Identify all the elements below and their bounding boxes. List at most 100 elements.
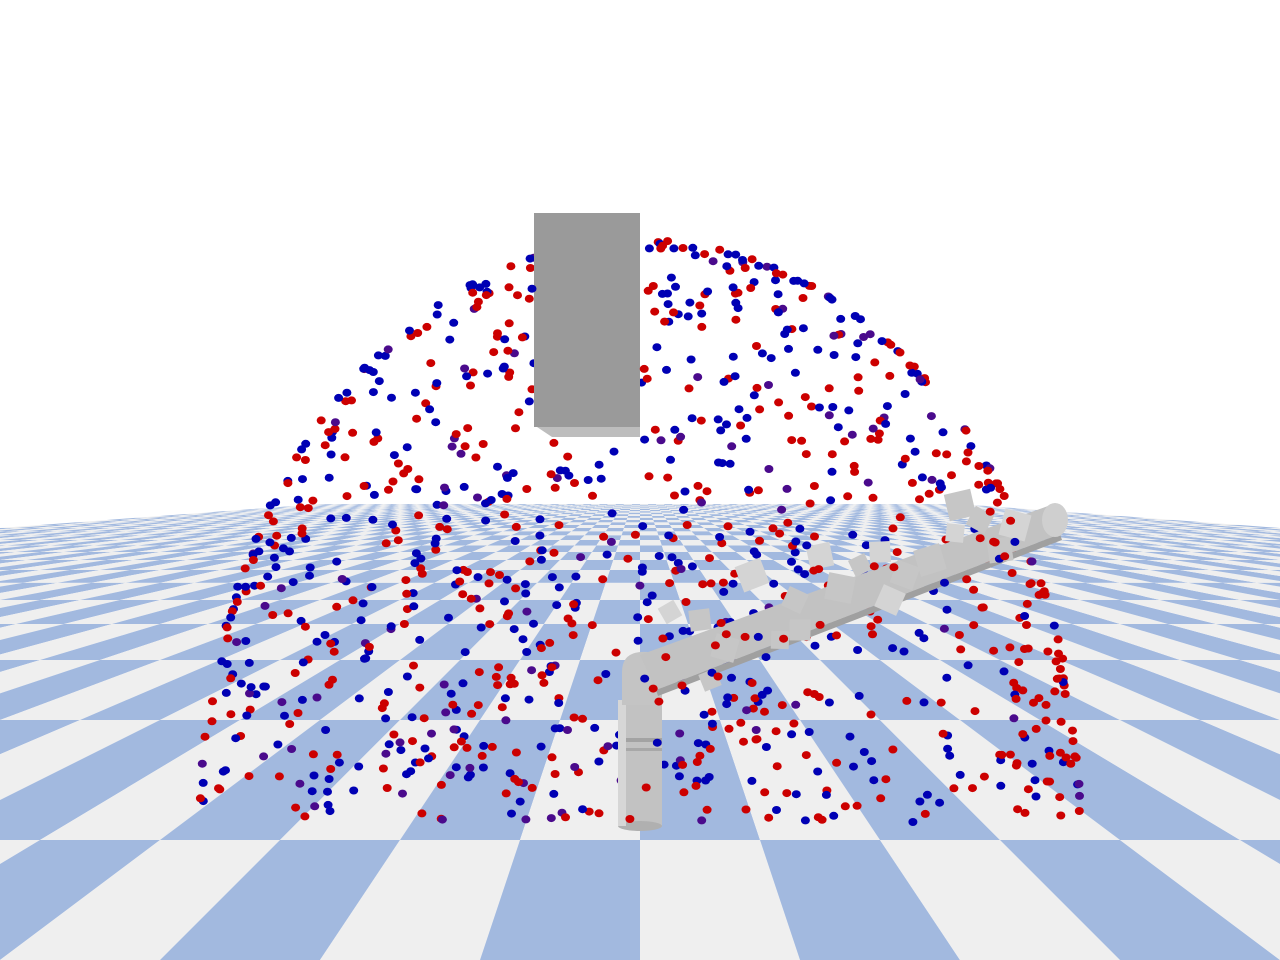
sampled-point (723, 522, 733, 531)
floor-tile (720, 540, 750, 546)
floor-tile (803, 508, 820, 510)
floor-tile (292, 514, 320, 516)
sampled-point (975, 534, 985, 543)
sampled-point (1036, 579, 1046, 588)
floor-tile (728, 504, 740, 505)
floor-tile (929, 504, 949, 506)
floor-tile (896, 504, 914, 505)
sampled-point (803, 688, 813, 697)
floor-tile (1222, 531, 1280, 536)
sampled-point (680, 487, 690, 496)
sampled-point (432, 310, 442, 319)
floor-tile (652, 517, 667, 520)
floor-tile (490, 522, 513, 525)
sampled-point (999, 667, 1009, 676)
floor-tile (628, 514, 640, 516)
floor-tile (822, 514, 844, 516)
sampled-point (826, 496, 836, 505)
floor-tile (483, 510, 500, 512)
sampled-point (753, 486, 763, 495)
floor-tile (800, 510, 818, 512)
sampled-point (851, 353, 861, 362)
floor-tile (470, 508, 487, 510)
floor-tile (835, 506, 853, 508)
sampled-point (232, 638, 242, 647)
sampled-point (510, 774, 520, 783)
sampled-point (1030, 776, 1040, 785)
floor-tile (376, 514, 400, 516)
floor-tile (651, 514, 664, 516)
sampled-point (486, 568, 495, 577)
floor-tile (40, 545, 117, 552)
floor-tile (1060, 660, 1280, 720)
floor-tile (1080, 540, 1142, 546)
floor-tile (256, 525, 295, 528)
floor-tile (732, 535, 760, 540)
floor-tile (460, 504, 475, 506)
sampled-point (324, 775, 334, 783)
floor-tile (863, 504, 880, 506)
floor-tile (460, 508, 477, 510)
floor-tile (1064, 535, 1120, 540)
sampled-point (1068, 737, 1078, 746)
floor-tile (211, 528, 256, 532)
floor-tile (910, 525, 944, 528)
sampled-point (954, 631, 964, 639)
floor-tile (778, 517, 800, 520)
sampled-point (217, 657, 227, 666)
sampled-point (867, 757, 877, 766)
sampled-point (399, 620, 409, 628)
floor-tile (160, 560, 240, 570)
floor-tile (598, 510, 610, 512)
sampled-point (248, 556, 258, 564)
floor-tile (745, 525, 768, 528)
sampled-point (354, 694, 364, 703)
floor-tile (652, 516, 666, 518)
sampled-point (1010, 537, 1020, 546)
sampled-point (588, 491, 597, 500)
floor-tile (1165, 525, 1216, 528)
sampled-point (524, 294, 534, 303)
sampled-point (1013, 805, 1023, 814)
sampled-point (563, 726, 572, 734)
sampled-point (747, 679, 757, 687)
sampled-point (462, 372, 472, 381)
floor-tile (453, 552, 496, 560)
floor-tile (565, 522, 584, 525)
floor-tile (620, 507, 631, 509)
sampled-point (1074, 807, 1084, 815)
obstacle-front-face (534, 213, 640, 427)
floor-tile (933, 520, 965, 523)
sampled-point (915, 495, 924, 504)
sampled-point (920, 809, 930, 818)
sampled-point (661, 653, 671, 662)
sampled-point (274, 772, 284, 781)
floor-tile (220, 624, 352, 660)
floor-tile (619, 510, 630, 512)
floor-tile (1192, 552, 1280, 560)
sampled-point (241, 582, 251, 591)
floor-tile (640, 570, 675, 583)
sampled-point (963, 448, 973, 457)
sampled-point (483, 369, 493, 378)
floor-tile (493, 510, 510, 512)
floor-tile (546, 510, 560, 512)
sampled-point (449, 725, 459, 734)
floor-tile (0, 540, 40, 544)
sampled-point (460, 648, 470, 657)
sampled-point (465, 763, 475, 772)
sampled-point (969, 585, 979, 594)
floor-tile (590, 504, 600, 505)
floor-tile (808, 516, 830, 518)
floor-tile (480, 552, 520, 560)
sampled-point (546, 470, 556, 479)
sampled-point (654, 697, 664, 706)
sampled-point (442, 514, 452, 523)
floor-tile (134, 516, 172, 518)
floor-tile (1120, 525, 1168, 528)
sampled-point (827, 295, 837, 304)
floor-tile (905, 505, 925, 507)
floor-tile (0, 624, 160, 660)
sampled-point (607, 509, 617, 518)
